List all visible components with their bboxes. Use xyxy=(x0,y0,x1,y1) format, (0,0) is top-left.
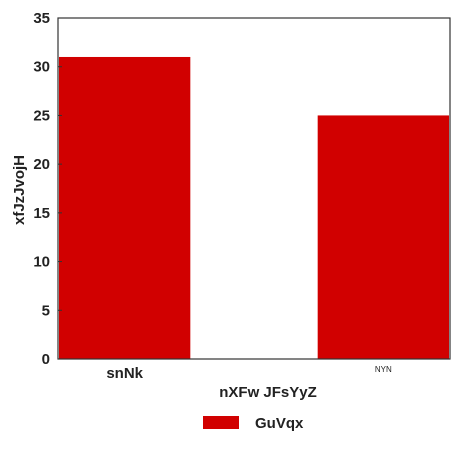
bar-snnk xyxy=(59,56,191,359)
y-tick-label-15: 15 xyxy=(33,205,50,222)
x-tick-label-nyn: NYN xyxy=(375,365,392,374)
legend-label-guvqx: GuVqx xyxy=(255,415,304,432)
x-tick-label-snnk: snNk xyxy=(106,365,143,382)
y-tick-label-30: 30 xyxy=(33,59,50,76)
legend: GuVqx xyxy=(203,415,304,432)
y-tick-label-0: 0 xyxy=(42,351,50,368)
bars-group xyxy=(59,56,449,359)
legend-swatch-guvqx xyxy=(203,416,239,429)
y-tick-label-20: 20 xyxy=(33,156,50,173)
y-tick-label-5: 5 xyxy=(42,302,50,319)
y-tick-label-25: 25 xyxy=(33,107,50,124)
y-axis-ticks: 0 5 10 15 20 25 30 35 xyxy=(33,10,62,368)
plot-frame xyxy=(57,17,451,360)
y-axis-title: xfJzJvojH xyxy=(11,155,28,225)
x-axis-ticks: snNk NYN xyxy=(106,365,392,382)
bar-nyn xyxy=(317,115,449,359)
x-axis-title: nXFw JFsYyZ xyxy=(219,384,317,401)
y-tick-label-10: 10 xyxy=(33,254,50,271)
y-tick-label-35: 35 xyxy=(33,10,50,27)
